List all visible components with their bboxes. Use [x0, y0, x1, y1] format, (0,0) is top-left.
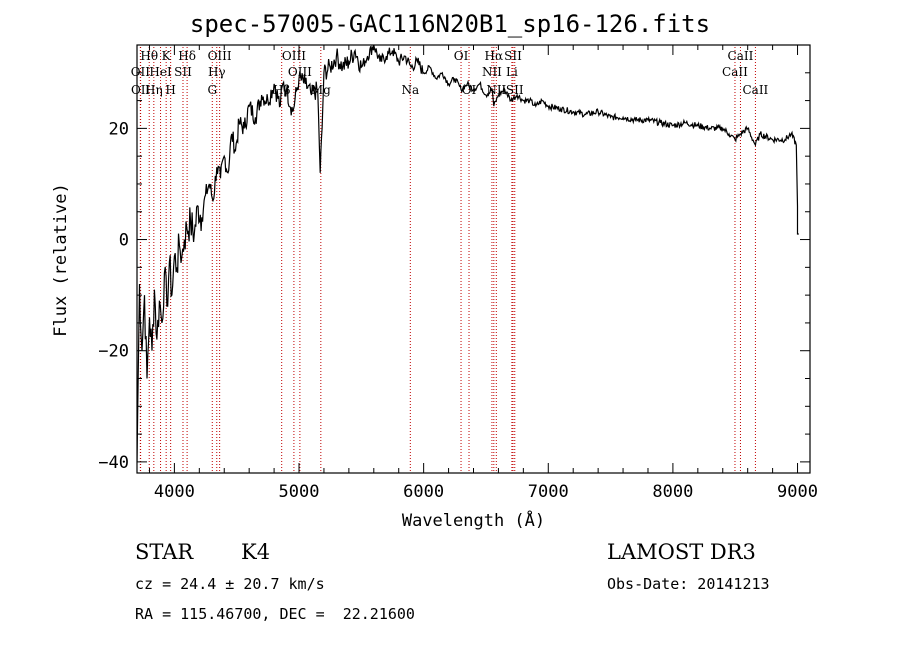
emission-line-label: Hα [485, 49, 504, 63]
emission-line-label: Hη [145, 83, 163, 97]
y-tick-label: 20 [109, 119, 129, 139]
emission-line-label: CaII [722, 65, 748, 79]
chart-title: spec-57005-GAC116N20B1_sp16-126.fits [189, 10, 711, 38]
plot-frame [136, 44, 811, 474]
emission-line-label: OIII [208, 49, 232, 63]
object-subclass: K4 [241, 540, 271, 564]
emission-line-label: Na [401, 83, 419, 97]
redshift-velocity: cz = 24.4 ± 20.7 km/s [135, 575, 325, 593]
y-tick-label: −40 [98, 453, 129, 473]
x-axis-label: Wavelength (Å) [401, 511, 546, 531]
emission-line-label: SII [504, 49, 522, 63]
emission-line-label: OII [131, 83, 151, 97]
emission-line-label: Hγ [208, 65, 226, 79]
emission-line-label: CaII [728, 49, 754, 63]
emission-line-label: K [162, 49, 172, 63]
emission-line-label: Li [506, 65, 518, 79]
emission-line-label: SII [174, 65, 192, 79]
object-class: STAR [135, 540, 194, 564]
plot-axes: 4000 5000 6000 7000 8000 9000 −40 −20 0 20 [98, 44, 818, 502]
emission-line-label: Hδ [178, 49, 196, 63]
emission-line-label: SII [506, 83, 524, 97]
emission-line-label: Hθ [140, 49, 158, 63]
x-tick-label: 6000 [403, 482, 444, 502]
emission-line-label: H [165, 83, 175, 97]
x-tick-label: 5000 [279, 482, 320, 502]
y-tick-label: 0 [119, 231, 129, 251]
emission-lines-layer [139, 47, 756, 473]
observation-date: Obs-Date: 20141213 [607, 575, 770, 593]
emission-line-label: NII [482, 65, 502, 79]
survey-name: LAMOST DR3 [607, 540, 756, 564]
emission-line-label: HeI [149, 65, 172, 79]
emission-line-label: OII [131, 65, 151, 79]
x-tick-label: 8000 [652, 482, 693, 502]
emission-line-label: OIII [282, 49, 306, 63]
emission-line-label: G [207, 83, 217, 97]
y-axis-label: Flux (relative) [51, 183, 71, 337]
emission-line-label: OI [454, 49, 469, 63]
spectrum-line [137, 45, 799, 462]
coordinates: RA = 115.46700, DEC = 22.21600 [135, 605, 415, 623]
x-tick-label: 4000 [154, 482, 195, 502]
x-tick-label: 9000 [777, 482, 818, 502]
emission-line-label: CaII [742, 83, 768, 97]
x-tick-label: 7000 [528, 482, 569, 502]
y-tick-label: −20 [98, 342, 129, 362]
